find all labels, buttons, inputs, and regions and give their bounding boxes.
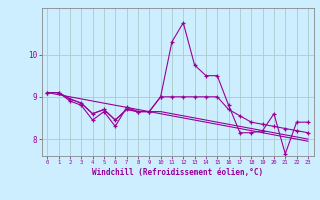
X-axis label: Windchill (Refroidissement éolien,°C): Windchill (Refroidissement éolien,°C) <box>92 168 263 177</box>
